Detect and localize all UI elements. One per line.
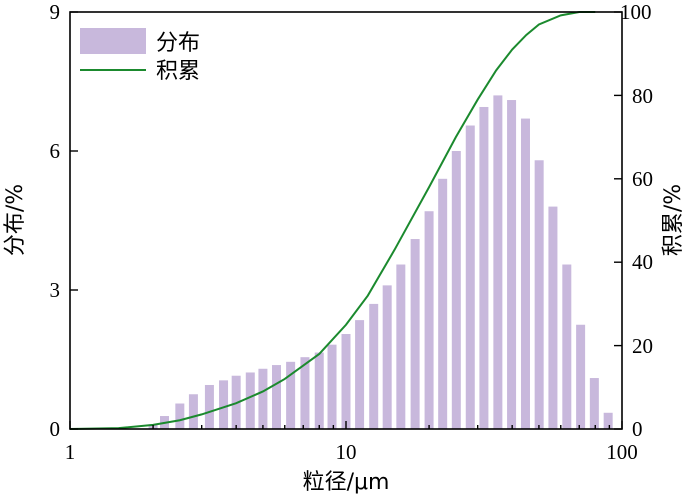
distribution-bar [424, 211, 434, 429]
y2-tick-100: 100 [620, 0, 652, 24]
distribution-bar [576, 324, 586, 429]
x-tick-1: 1 [65, 440, 76, 464]
distribution-bar [258, 368, 268, 429]
y2-tick-20: 20 [632, 334, 653, 358]
distribution-bar [465, 125, 475, 430]
y2-tick-40: 40 [632, 250, 653, 274]
distribution-bar [534, 160, 544, 429]
distribution-bar [369, 303, 379, 429]
axis-ticks [69, 11, 623, 430]
distribution-bar [451, 151, 461, 429]
cumulative-line [69, 11, 596, 430]
distribution-bar [493, 95, 503, 430]
distribution-bar [175, 403, 185, 429]
x-tick-100: 100 [606, 440, 638, 464]
y-tick-0: 0 [50, 417, 61, 441]
legend-label-distribution: 分布 [156, 31, 200, 56]
distribution-bar [341, 334, 351, 429]
distribution-bar [300, 357, 310, 429]
distribution-bar [219, 380, 229, 429]
distribution-bar [589, 378, 599, 429]
legend-swatch-distribution [80, 28, 146, 54]
distribution-bar [286, 361, 296, 429]
distribution-bar [188, 394, 198, 429]
y-axis-title: 分布/% [3, 184, 28, 256]
y-tick-9: 9 [50, 0, 61, 24]
legend: 分布 积累 [80, 28, 200, 84]
y-tick-3: 3 [50, 278, 61, 302]
distribution-bar [603, 412, 613, 429]
distribution-bar [314, 352, 324, 429]
distribution-bar [245, 372, 255, 429]
distribution-bar [548, 206, 558, 429]
x-tick-10: 10 [336, 440, 357, 464]
y2-tick-60: 60 [632, 167, 653, 191]
distribution-bar [396, 264, 406, 429]
distribution-bar [382, 285, 392, 429]
distribution-bar [562, 264, 572, 429]
distribution-bar [520, 118, 530, 429]
distribution-bar [438, 178, 448, 429]
distribution-bar [272, 365, 281, 429]
y2-tick-0: 0 [632, 417, 643, 441]
distribution-bar [507, 100, 517, 429]
distribution-bar [204, 384, 214, 429]
distribution-bar [410, 239, 420, 429]
distribution-bars [148, 95, 613, 430]
y2-tick-80: 80 [632, 84, 653, 108]
x-axis-title: 粒径/μm [303, 470, 390, 495]
y2-axis-title: 积累/% [661, 184, 686, 256]
distribution-bar [327, 344, 337, 429]
legend-label-cumulative: 积累 [156, 59, 200, 84]
distribution-bar [355, 320, 365, 429]
y-tick-6: 6 [50, 139, 61, 163]
distribution-bar [479, 106, 489, 429]
